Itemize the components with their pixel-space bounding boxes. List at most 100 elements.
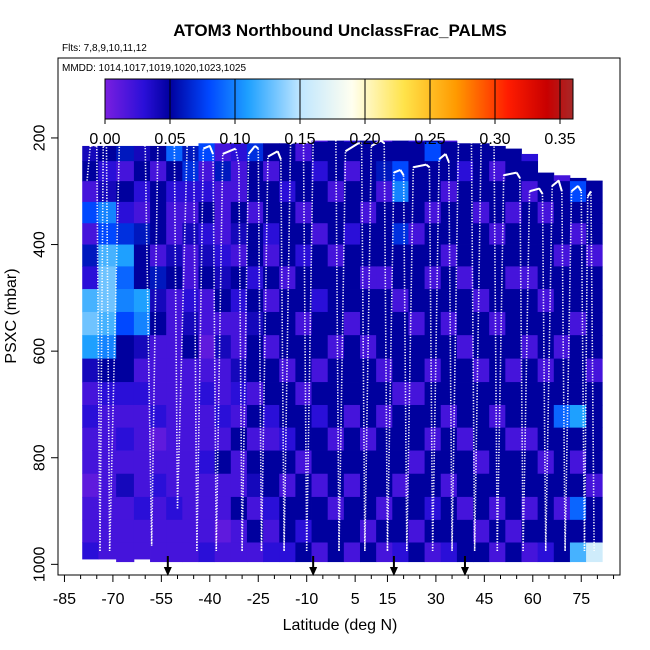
heatmap-cell: [569, 519, 587, 543]
heatmap-cell: [359, 335, 377, 360]
heatmap-cell: [327, 382, 345, 406]
heatmap-cell: [569, 382, 587, 406]
heatmap-cell: [569, 266, 587, 290]
heatmap-cell: [376, 542, 393, 563]
heatmap-cell: [198, 496, 216, 521]
heatmap-cell: [263, 427, 280, 451]
heatmap-cell: [214, 427, 232, 451]
x-tick-label: -25: [247, 591, 270, 608]
heatmap-cell: [246, 335, 264, 360]
heatmap-cell: [166, 145, 183, 162]
x-tick-label: 30: [427, 591, 445, 608]
heatmap-cell: [343, 201, 361, 224]
heatmap-cell: [311, 542, 329, 563]
heatmap-cell: [489, 266, 506, 290]
heatmap-cell: [246, 223, 264, 245]
heatmap-cell: [295, 311, 312, 336]
heatmap-cell: [263, 311, 280, 336]
heatmap-cell: [586, 404, 603, 429]
heatmap-cell: [98, 266, 117, 290]
heatmap-cell: [456, 289, 474, 313]
heatmap-cell: [198, 450, 216, 475]
heatmap-cell: [295, 542, 312, 563]
heatmap-cell: [214, 496, 232, 521]
heatmap-cell: [586, 358, 603, 383]
heatmap-cell: [182, 542, 199, 563]
heatmap-cell: [166, 161, 183, 182]
heatmap-cell: [263, 266, 280, 290]
heatmap-cell: [263, 450, 280, 475]
heatmap-cell: [214, 311, 232, 336]
heatmap-cell: [456, 181, 474, 203]
heatmap-cell: [521, 201, 539, 224]
heatmap-cell: [343, 519, 361, 543]
heatmap-cell: [150, 244, 167, 267]
heatmap-cell: [569, 181, 587, 203]
heatmap-cell: [116, 450, 135, 475]
heatmap-cell: [182, 427, 199, 451]
heatmap-cell: [408, 289, 425, 313]
heatmap-cell: [521, 244, 539, 267]
heatmap-cell: [392, 141, 409, 162]
flight-level-leg: [299, 139, 305, 145]
heatmap-cell: [82, 181, 99, 203]
heatmap-cell: [359, 519, 377, 543]
heatmap-cell: [521, 266, 539, 290]
flight-level-leg: [186, 141, 191, 145]
heatmap-cell: [586, 289, 603, 313]
heatmap-cell: [327, 542, 345, 563]
heatmap-cell: [311, 427, 329, 451]
x-tick-label: 15: [379, 591, 397, 608]
heatmap-cell: [263, 201, 280, 224]
flight-level-leg: [290, 139, 301, 145]
heatmap-cell: [133, 404, 151, 429]
heatmap-cell: [327, 404, 345, 429]
heatmap-cell: [505, 450, 522, 475]
heatmap-cell: [214, 358, 232, 383]
flight-profile: [386, 169, 408, 552]
heatmap-cell: [376, 335, 393, 360]
heatmap-cell: [440, 404, 458, 429]
heatmap-cell: [263, 161, 280, 182]
heatmap-cell: [246, 143, 264, 162]
heatmap-cell: [343, 404, 361, 429]
flight-level-leg: [93, 143, 98, 147]
heatmap-cell: [376, 382, 393, 406]
heatmap-cell: [505, 181, 522, 203]
heatmap-cell: [150, 311, 167, 336]
heatmap-cell: [343, 382, 361, 406]
heatmap-cell: [166, 450, 183, 475]
heatmap-cell: [376, 181, 393, 203]
heatmap-cell: [166, 473, 183, 498]
heatmap-cell: [182, 382, 199, 406]
flight-level-leg: [189, 141, 195, 146]
heatmap-cell: [408, 427, 425, 451]
heatmap-cell: [82, 382, 99, 406]
heatmap-cell: [82, 244, 99, 267]
heatmap-cell: [182, 496, 199, 521]
x-tick-label: -70: [101, 591, 124, 608]
heatmap-cell: [537, 223, 555, 245]
heatmap-cell: [586, 266, 603, 290]
heatmap-cell: [569, 223, 587, 245]
heatmap-cell: [473, 404, 490, 429]
heatmap-cell: [295, 143, 312, 162]
heatmap-cell: [166, 358, 183, 383]
heatmap-cell: [553, 289, 571, 313]
heatmap-cell: [537, 542, 555, 563]
heatmap-cell: [150, 266, 167, 290]
heatmap-cell: [489, 244, 506, 267]
heatmap-cell: [489, 289, 506, 313]
heatmap-cell: [246, 161, 264, 182]
heatmap-cell: [263, 404, 280, 429]
heatmap-cell: [376, 140, 393, 143]
heatmap-cell: [133, 145, 151, 162]
heatmap-cell: [376, 519, 393, 543]
colorbar-tick-label: 0.15: [284, 131, 315, 148]
heatmap-cell: [230, 519, 248, 543]
heatmap-cell: [424, 289, 442, 313]
heatmap-cell: [392, 140, 409, 143]
heatmap-cell: [456, 244, 474, 267]
heatmap-cell: [408, 450, 425, 475]
heatmap-cell: [424, 382, 442, 406]
